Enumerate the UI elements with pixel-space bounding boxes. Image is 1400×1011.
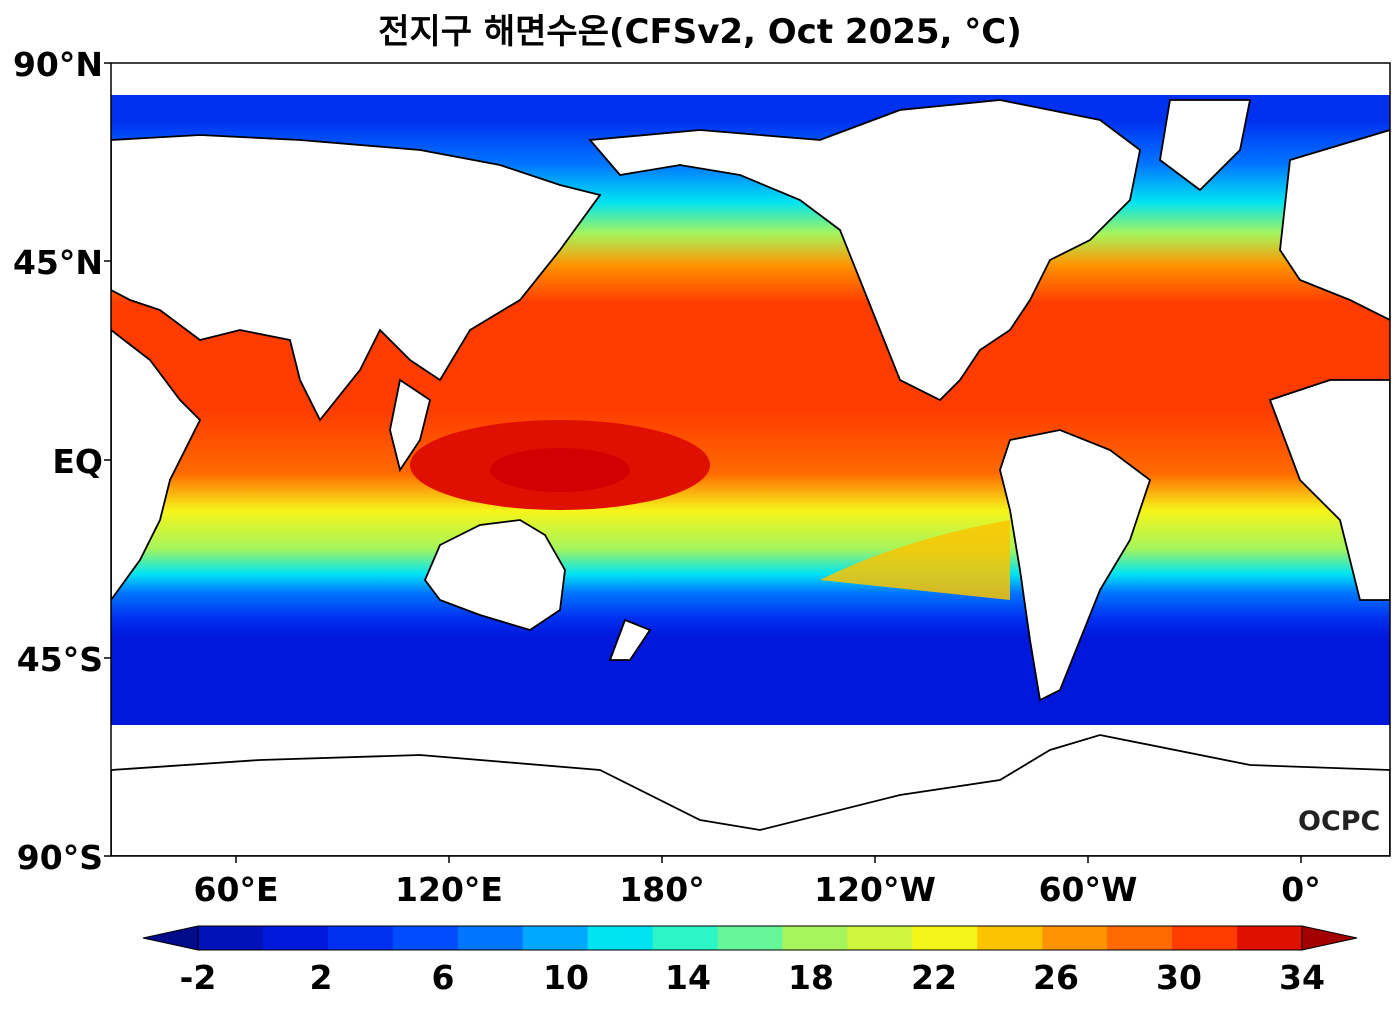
eurasia-land xyxy=(111,134,602,422)
colorbar-label-m2: -2 xyxy=(179,958,217,997)
colorbar-label-14: 14 xyxy=(665,958,711,997)
colorbar-segment xyxy=(587,926,654,950)
lon-label-180: 180° xyxy=(619,870,705,909)
colorbar-label-6: 6 xyxy=(431,958,455,997)
colorbar-extend-high xyxy=(1301,925,1358,951)
colorbar-segment xyxy=(912,926,978,950)
lat-label-45n: 45°N xyxy=(12,243,103,282)
colorbar xyxy=(142,925,1358,951)
lon-label-60w: 60°W xyxy=(1038,870,1138,909)
lon-label-120e: 120°E xyxy=(395,870,503,909)
colorbar-segment xyxy=(392,926,459,950)
colorbar-label-18: 18 xyxy=(788,958,834,997)
lat-label-90n: 90°N xyxy=(12,45,103,84)
colorbar-segment xyxy=(1172,926,1238,950)
map-field xyxy=(111,63,1390,856)
page-title: 전지구 해면수온(CFSv2, Oct 2025, °C) xyxy=(378,12,1022,52)
colorbar-segment xyxy=(198,926,264,950)
lat-label-90s: 90°S xyxy=(16,838,103,877)
colorbar-label-2: 2 xyxy=(309,958,333,997)
colorbar-label-30: 30 xyxy=(1156,958,1202,997)
colorbar-segment xyxy=(717,926,783,950)
colorbar-segment xyxy=(1107,926,1173,950)
colorbar-extend-low xyxy=(142,925,199,951)
africa-land xyxy=(111,328,202,602)
colorbar-label-34: 34 xyxy=(1279,958,1325,997)
land xyxy=(111,99,1390,856)
lat-label-eq: EQ xyxy=(52,442,103,481)
colorbar-frame xyxy=(197,925,1303,951)
colorbar-segment xyxy=(457,926,524,950)
lat-label-45s: 45°S xyxy=(16,640,103,679)
colorbar-segment xyxy=(847,926,913,950)
axis-ticks xyxy=(104,62,1302,863)
south-america-land xyxy=(999,429,1152,702)
lon-label-60e: 60°E xyxy=(193,870,279,909)
antarctica-land xyxy=(111,734,1390,856)
lon-label-120w: 120°W xyxy=(814,870,936,909)
colorbar-segment xyxy=(522,926,589,950)
colorbar-label-22: 22 xyxy=(911,958,957,997)
colorbar-segment xyxy=(262,926,329,950)
colorbar-label-26: 26 xyxy=(1033,958,1079,997)
colorbar-segment xyxy=(977,926,1043,950)
colorbar-segment xyxy=(327,926,394,950)
lon-label-0: 0° xyxy=(1281,870,1321,909)
colorbar-segment xyxy=(1237,926,1303,950)
ocpc-logo: OCPC xyxy=(1298,806,1381,837)
colorbar-segment xyxy=(1042,926,1108,950)
north-america-land xyxy=(588,99,1141,402)
colorbar-label-10: 10 xyxy=(543,958,589,997)
australia-land xyxy=(423,519,566,631)
colorbar-segment xyxy=(782,926,848,950)
colorbar-segment xyxy=(652,926,719,950)
